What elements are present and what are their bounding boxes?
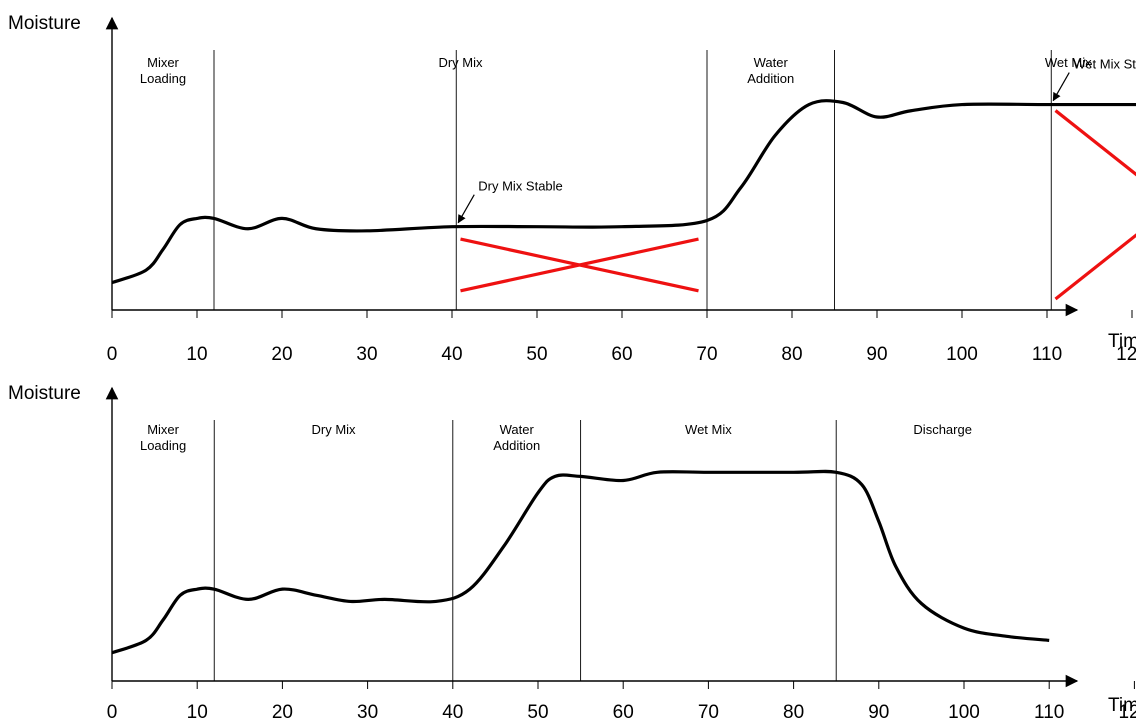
x-tick-label: 10 — [187, 702, 208, 723]
x-tick-label: 40 — [441, 344, 462, 365]
cross-line — [1054, 109, 1136, 177]
phase-label: Mixer Loading — [140, 422, 186, 453]
annotation-arrow — [1052, 72, 1070, 102]
x-tick-label: 120 — [1119, 702, 1136, 723]
x-tick-label: 60 — [613, 702, 634, 723]
y-axis-title: Moisture — [8, 13, 81, 34]
phase-label: Dry Mix — [311, 422, 356, 437]
annotation-label: Wet Mix Stable — [1073, 57, 1136, 72]
chart-2: Moisture Time 0 10 20 30 40 50 60 70 80 90 100 110 120… — [8, 383, 1136, 723]
phase-label: Water Addition — [747, 55, 794, 86]
x-tick-label: 70 — [696, 344, 717, 365]
phase-label: Discharge — [913, 422, 972, 437]
y-axis-title: Moisture — [8, 383, 81, 404]
x-tick-label: 30 — [357, 702, 378, 723]
x-axis-title: Time — [1108, 331, 1136, 352]
x-tick-label: 90 — [868, 702, 889, 723]
x-tick-label: 90 — [866, 344, 887, 365]
annotation-label: Dry Mix Stable — [478, 179, 563, 194]
cross-line — [460, 237, 699, 293]
x-tick-label: 110 — [1032, 344, 1062, 365]
x-tick-label: 70 — [698, 702, 719, 723]
cross-line — [1054, 233, 1136, 301]
x-tick-label: 50 — [526, 344, 547, 365]
x-tick-label: 60 — [611, 344, 632, 365]
phase-label: Dry Mix — [438, 55, 483, 70]
phase-label: Mixer Loading — [140, 55, 186, 86]
x-tick-label: 0 — [107, 344, 118, 365]
x-axis-title: Time — [1108, 695, 1136, 716]
phase-label: Water Addition — [493, 422, 540, 453]
phase-label: Wet Mix — [685, 422, 732, 437]
x-tick-label: 50 — [527, 702, 548, 723]
moisture-curve — [111, 99, 1136, 285]
x-tick-label: 0 — [107, 702, 118, 723]
chart-1: Moisture Time 0 10 20 30 40 50 60 70 80 90 100 110 120… — [8, 13, 1136, 365]
x-tick-label: 120 — [1116, 344, 1136, 365]
annotation-arrow — [457, 194, 475, 224]
x-tick-label: 80 — [781, 344, 802, 365]
x-tick-label: 20 — [272, 702, 293, 723]
x-tick-label: 20 — [271, 344, 292, 365]
x-tick-label: 40 — [442, 702, 463, 723]
moisture-curve — [111, 469, 1050, 655]
phase-label: Wet Mix — [1045, 55, 1092, 70]
x-tick-label: 10 — [186, 344, 207, 365]
x-tick-label: 80 — [783, 702, 804, 723]
x-tick-label: 30 — [356, 344, 377, 365]
x-tick-label: 110 — [1034, 702, 1064, 723]
x-tick-label: 100 — [948, 702, 980, 723]
x-tick-label: 100 — [946, 344, 978, 365]
